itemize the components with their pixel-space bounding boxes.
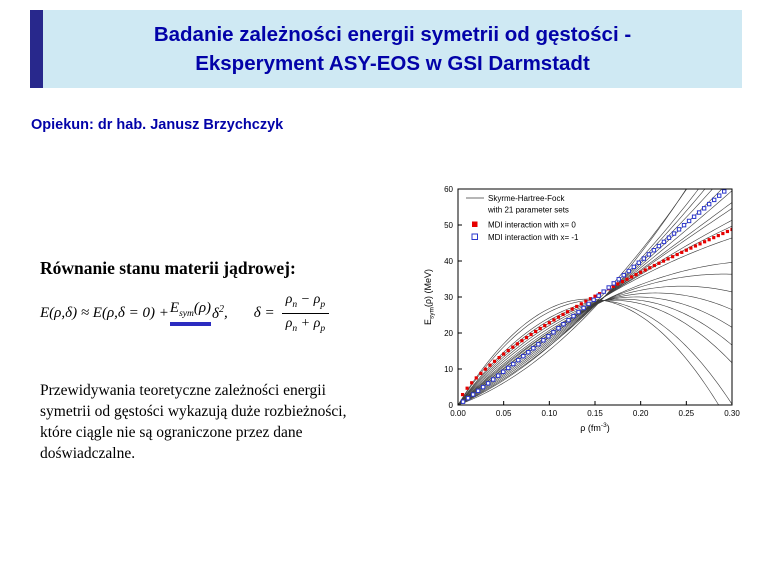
supervisor-line: Opiekun: dr hab. Janusz Brzychczyk — [31, 117, 284, 133]
subscript-p: p — [320, 323, 326, 334]
equation-delta-definition: δ = — [253, 304, 275, 321]
svg-text:0: 0 — [449, 401, 454, 410]
paragraph-line: Przewidywania teoretyczne zależności ene… — [40, 382, 326, 399]
paragraph-line: doświadczalne. — [40, 445, 136, 462]
svg-text:with 21 parameter sets: with 21 parameter sets — [487, 206, 569, 215]
symmetry-energy-figure: 0.00 0.05 0.10 0.15 0.20 0.25 0.30 0 10 20 30 40 50 6… — [420, 183, 742, 441]
equation-exponent: 2 — [219, 303, 225, 315]
equation-lhs: E(ρ,δ) ≈ E(ρ,δ = 0) + — [40, 304, 169, 321]
equation-esym-base: E — [169, 300, 180, 317]
rho-symbol: ρ — [313, 315, 321, 331]
svg-text:Esym(ρ) (MeV): Esym(ρ) (MeV) — [423, 269, 436, 325]
subscript-n: n — [292, 323, 298, 334]
banner-body: Badanie zależności energii symetrii od g… — [43, 10, 742, 88]
equation-esym-underlined: Esym(ρ) — [169, 300, 212, 327]
svg-text:30: 30 — [444, 293, 453, 302]
svg-text:20: 20 — [444, 329, 453, 338]
title-banner: Badanie zależności energii symetrii od g… — [30, 10, 742, 88]
svg-text:0.10: 0.10 — [542, 409, 558, 418]
paragraph-line: symetrii od gęstości wykazują duże rozbi… — [40, 403, 347, 420]
minus-sign: − — [297, 292, 314, 307]
svg-text:60: 60 — [444, 185, 453, 194]
section-heading: Równanie stanu materii jądrowej: — [40, 258, 296, 278]
equation-esym-arg: (ρ) — [193, 300, 212, 317]
svg-text:Skyrme-Hartree-Fock: Skyrme-Hartree-Fock — [488, 194, 565, 203]
equation-delta-squared: δ2 — [212, 304, 224, 323]
paragraph-line: które ciągle nie są ograniczone przez da… — [40, 424, 303, 441]
rho-symbol: ρ — [285, 292, 293, 307]
symmetry-energy-chart: 0.00 0.05 0.10 0.15 0.20 0.25 0.30 0 10 20 30 40 50 6… — [423, 185, 740, 433]
svg-text:50: 50 — [444, 221, 453, 230]
equation-of-state: E(ρ,δ) ≈ E(ρ,δ = 0) + Esym(ρ) δ2 , δ = ρ… — [40, 292, 330, 335]
banner-accent-bar — [30, 10, 43, 88]
svg-text:0.20: 0.20 — [633, 409, 649, 418]
fraction-numerator: ρn − ρp — [281, 292, 330, 314]
subscript-p: p — [320, 299, 326, 310]
rho-symbol: ρ — [313, 292, 321, 307]
svg-text:0.15: 0.15 — [587, 409, 603, 418]
slide-title-line2: Eksperyment ASY-EOS w GSI Darmstadt — [195, 52, 590, 75]
rho-symbol: ρ — [285, 315, 293, 331]
svg-text:0.30: 0.30 — [724, 409, 740, 418]
body-paragraph: Przewidywania teoretyczne zależności ene… — [40, 380, 425, 464]
equation-comma: , — [224, 304, 228, 321]
svg-text:0.25: 0.25 — [679, 409, 695, 418]
slide-title-line1: Badanie zależności energii symetrii od g… — [153, 23, 632, 46]
equation-fraction: ρn − ρp ρn + ρp — [281, 292, 330, 335]
svg-text:MDI interaction with x= 0: MDI interaction with x= 0 — [488, 221, 576, 230]
svg-text:0.00: 0.00 — [450, 409, 466, 418]
equation-delta: δ — [212, 305, 220, 322]
equation-esym-sub: sym — [179, 309, 194, 320]
subscript-n: n — [292, 299, 298, 310]
svg-text:ρ (fm-3): ρ (fm-3) — [580, 422, 609, 433]
fraction-denominator: ρn + ρp — [286, 314, 325, 335]
svg-text:MDI interaction with x= -1: MDI interaction with x= -1 — [488, 233, 579, 242]
plus-sign: + — [297, 315, 314, 331]
svg-text:0.05: 0.05 — [496, 409, 512, 418]
svg-text:10: 10 — [444, 365, 453, 374]
svg-text:40: 40 — [444, 257, 453, 266]
